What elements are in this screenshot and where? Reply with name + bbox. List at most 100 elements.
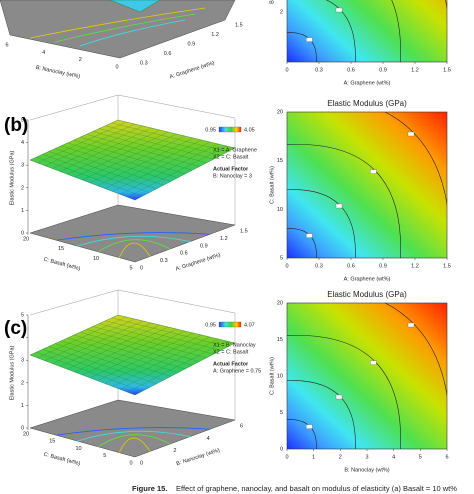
y-tick-label: 10 [277,207,283,213]
actual-factor: B: Nanoclay = 3 [213,173,252,179]
factor: X2 = C: Basalt [213,154,249,160]
legend-bar [218,126,242,133]
depth-tick-label: 0 [115,64,118,70]
panel-label: (c) [4,318,27,339]
width-tick-label: 1.5 [240,228,248,234]
mesh [112,336,210,387]
mesh [104,139,202,189]
contour-label-box [448,92,454,96]
y-tick-label: 10 [277,373,283,379]
floor-contour [77,430,191,442]
x-tick-label: 1.2 [411,67,419,73]
x-tick-label: 0.6 [347,263,355,269]
contour-label-box [370,360,377,365]
depth-tick-label: 10 [93,256,99,262]
width-axis-label: B: Nanoclay (wt%) [176,448,221,468]
floor-contour [118,242,151,258]
floor-contour [77,235,191,247]
actual-factor-title: Actual Factor [213,166,249,172]
y-axis-label: C: Basalt (wt%) [269,357,275,395]
z-tick-label: 0 [21,425,24,431]
contours [287,92,454,258]
depth-tick-label: 2 [79,57,82,63]
contour-label-box [370,169,377,174]
z-axis-label: Elastic Modulus (GPa) [9,345,15,400]
mesh [97,137,194,186]
contour-label-box [407,131,415,137]
legend-min: 0.95 [205,322,216,328]
y-axis-label: B: Nanoclay [269,0,275,4]
width-tick-label: 2 [173,448,176,454]
z-tick-label: 3 [21,358,24,364]
factor: X1 = A: Graphene [213,147,257,153]
x-tick-label: 6 [445,454,448,460]
contour-fill [286,0,448,63]
z-tick-label: 3 [21,163,24,169]
depth-tick-label: 20 [23,236,29,242]
x-tick-label: 0.3 [315,67,323,73]
x-tick-label: 0.6 [347,67,355,73]
contour-label-box [335,394,343,400]
contour-label-box [448,283,454,287]
depth-tick-label: 5 [129,265,132,271]
contour-fill [286,111,448,259]
z-tick-label: 2 [21,185,24,191]
width-tick-label: 0.3 [140,60,148,66]
y-tick-label: 2 [280,9,283,15]
contour-title: Elastic Modulus (GPa) [327,290,407,299]
width-tick-label: 6 [240,423,243,429]
floor-contour [54,13,196,43]
mesh [89,330,185,378]
x-tick-label: 0.3 [315,263,323,269]
mesh [105,320,221,351]
width-tick-label: 1.5 [235,22,243,28]
mesh [111,317,228,347]
floor-contour [98,434,171,448]
width-axis-label: A: Graphene (wt%) [169,60,215,80]
floor-contour [29,7,206,39]
response-surface [109,0,161,13]
x-tick-label: 1.5 [443,67,451,73]
x-axis-label: B: Nanoclay (wt%) [344,467,389,473]
mesh [99,128,214,160]
contours [287,0,447,62]
contours [287,283,454,449]
z-tick-label: 5 [21,117,24,123]
x-axis-label: A: Graphene (wt%) [344,276,391,282]
width-tick-label: 0.6 [180,251,188,257]
floor [0,0,236,59]
mesh [86,134,200,167]
z-tick-label: 5 [21,312,24,318]
y-tick-label: 5 [280,410,283,416]
width-tick-label: 4 [207,436,210,442]
mesh [104,334,202,384]
x-tick-label: 0.9 [379,263,387,269]
width-tick-label: 0.9 [200,243,208,249]
width-tick-label: 1.2 [220,236,228,242]
z-tick-label: 1 [21,208,24,214]
legend-max: 4.07 [244,322,255,328]
depth-axis-label: C: Basalt (wt%) [43,257,81,273]
mesh [92,131,207,164]
depth-tick-label: 15 [58,246,64,252]
y-tick-label: 15 [277,337,283,343]
width-tick-label: 0.3 [160,258,168,264]
z-tick-label: 4 [21,140,24,146]
x-tick-label: 2 [339,454,342,460]
z-tick-label: 0 [21,230,24,236]
z-tick-label: 4 [21,335,24,341]
floor-contour [79,19,186,47]
mesh [82,133,177,181]
contour-label-box [306,233,313,238]
depth-tick-label: 4 [42,50,45,56]
mesh [99,323,214,355]
floor-contour [98,239,171,253]
x-tick-label: 4 [392,454,395,460]
x-tick-label: 0 [285,454,288,460]
panel-label: (b) [4,115,28,136]
actual-factor: A: Graphene = 0.75 [213,368,261,374]
floor-contour [118,437,151,453]
y-tick-label: 20 [277,300,283,306]
width-tick-label: 0.6 [164,51,172,57]
